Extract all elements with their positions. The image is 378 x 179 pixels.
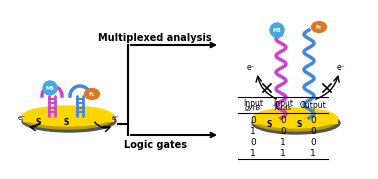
Text: 0: 0 bbox=[280, 116, 286, 125]
Text: e⁻: e⁻ bbox=[337, 63, 345, 72]
Text: 0: 0 bbox=[280, 127, 286, 136]
Ellipse shape bbox=[253, 111, 337, 131]
Text: Logic gates: Logic gates bbox=[124, 140, 186, 150]
Text: S: S bbox=[266, 120, 272, 129]
Text: Multiplexed analysis: Multiplexed analysis bbox=[98, 33, 212, 43]
Circle shape bbox=[43, 81, 57, 95]
Text: 0: 0 bbox=[250, 138, 256, 147]
Ellipse shape bbox=[22, 110, 116, 132]
Text: K-ras: K-ras bbox=[274, 105, 291, 111]
Ellipse shape bbox=[23, 109, 113, 129]
Text: 1: 1 bbox=[310, 149, 316, 158]
Ellipse shape bbox=[23, 106, 113, 126]
Circle shape bbox=[270, 23, 284, 37]
Text: 0: 0 bbox=[250, 116, 256, 125]
Ellipse shape bbox=[253, 108, 337, 128]
Ellipse shape bbox=[85, 89, 99, 99]
Text: Fc: Fc bbox=[89, 91, 95, 96]
Text: Input: Input bbox=[243, 99, 263, 108]
Text: S: S bbox=[63, 117, 69, 127]
Text: 1: 1 bbox=[250, 149, 256, 158]
Text: e⁻: e⁻ bbox=[247, 63, 256, 72]
Text: MB: MB bbox=[273, 28, 281, 33]
Text: Fc: Fc bbox=[316, 25, 322, 30]
Text: Output: Output bbox=[300, 101, 326, 110]
Text: 1: 1 bbox=[280, 138, 286, 147]
Text: S: S bbox=[296, 120, 302, 129]
Text: e⁻: e⁻ bbox=[112, 115, 120, 121]
Text: 1: 1 bbox=[280, 149, 286, 158]
Bar bbox=[253, 116, 337, 123]
Text: 0: 0 bbox=[310, 116, 316, 125]
Text: MB: MB bbox=[46, 86, 54, 91]
Ellipse shape bbox=[252, 112, 340, 134]
Text: 0: 0 bbox=[310, 138, 316, 147]
Text: S: S bbox=[35, 117, 41, 127]
Text: 0: 0 bbox=[310, 127, 316, 136]
Bar bbox=[23, 114, 113, 121]
Text: 1: 1 bbox=[250, 127, 256, 136]
Text: e⁻: e⁻ bbox=[18, 115, 26, 121]
Ellipse shape bbox=[311, 22, 327, 32]
Text: Input: Input bbox=[273, 99, 293, 108]
Text: gyrB: gyrB bbox=[245, 105, 261, 111]
